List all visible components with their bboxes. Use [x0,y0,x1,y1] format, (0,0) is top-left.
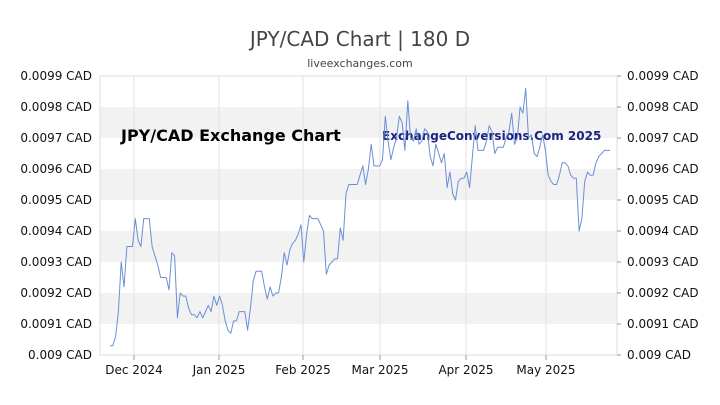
y-tick-label-left: 0.0092 CAD [20,286,92,300]
y-tick-label-right: 0.0092 CAD [627,286,699,300]
grid-band [100,169,617,200]
y-tick-label-left: 0.0099 CAD [20,69,92,83]
x-tick-label: Dec 2024 [105,363,163,377]
y-tick-label-left: 0.0093 CAD [20,255,92,269]
inner-chart-label: JPY/CAD Exchange Chart [120,126,341,145]
y-tick-label-left: 0.0095 CAD [20,193,92,207]
y-tick-label-right: 0.0097 CAD [627,131,699,145]
plot-area [99,75,618,356]
x-tick-label: May 2025 [516,363,575,377]
y-tick-label-right: 0.0096 CAD [627,162,699,176]
grid-band [100,231,617,262]
series-line [110,87,610,347]
y-tick-label-left: 0.009 CAD [28,348,92,362]
y-tick-label-right: 0.0099 CAD [627,69,699,83]
chart-subtitle: liveexchanges.com [307,57,412,70]
y-tick-label-left: 0.0094 CAD [20,224,92,238]
x-tick-label: Feb 2025 [275,363,331,377]
y-tick-label-left: 0.0098 CAD [20,100,92,114]
y-tick-label-right: 0.009 CAD [627,348,691,362]
y-tick-label-right: 0.0093 CAD [627,255,699,269]
y-tick-label-right: 0.0098 CAD [627,100,699,114]
x-tick-label: Mar 2025 [352,363,409,377]
y-axis-right: 0.009 CAD 0.0091 CAD 0.0092 CAD 0.0093 CAD 0… [617,69,699,362]
y-tick-label-left: 0.0091 CAD [20,317,92,331]
chart-title: JPY/CAD Chart | 180 D [248,27,470,51]
vertical-gridlines [133,76,547,355]
y-tick-label-left: 0.0096 CAD [20,162,92,176]
x-tick-label: Apr 2025 [438,363,493,377]
watermark: ExchangeConversions.Com 2025 [382,129,601,143]
x-tick-label: Jan 2025 [192,363,246,377]
x-axis: Dec 2024 Jan 2025 Feb 2025 Mar 2025 Apr 2025… [105,355,576,377]
y-axis-left: 0.009 CAD 0.0091 CAD 0.0092 CAD 0.0093 CAD 0… [20,69,92,362]
grid-bands [100,107,617,324]
y-tick-label-right: 0.0094 CAD [627,224,699,238]
y-tick-label-right: 0.0095 CAD [627,193,699,207]
grid-band [100,293,617,324]
y-tick-label-left: 0.0097 CAD [20,131,92,145]
y-tick-label-right: 0.0091 CAD [627,317,699,331]
grid-band [100,107,617,138]
